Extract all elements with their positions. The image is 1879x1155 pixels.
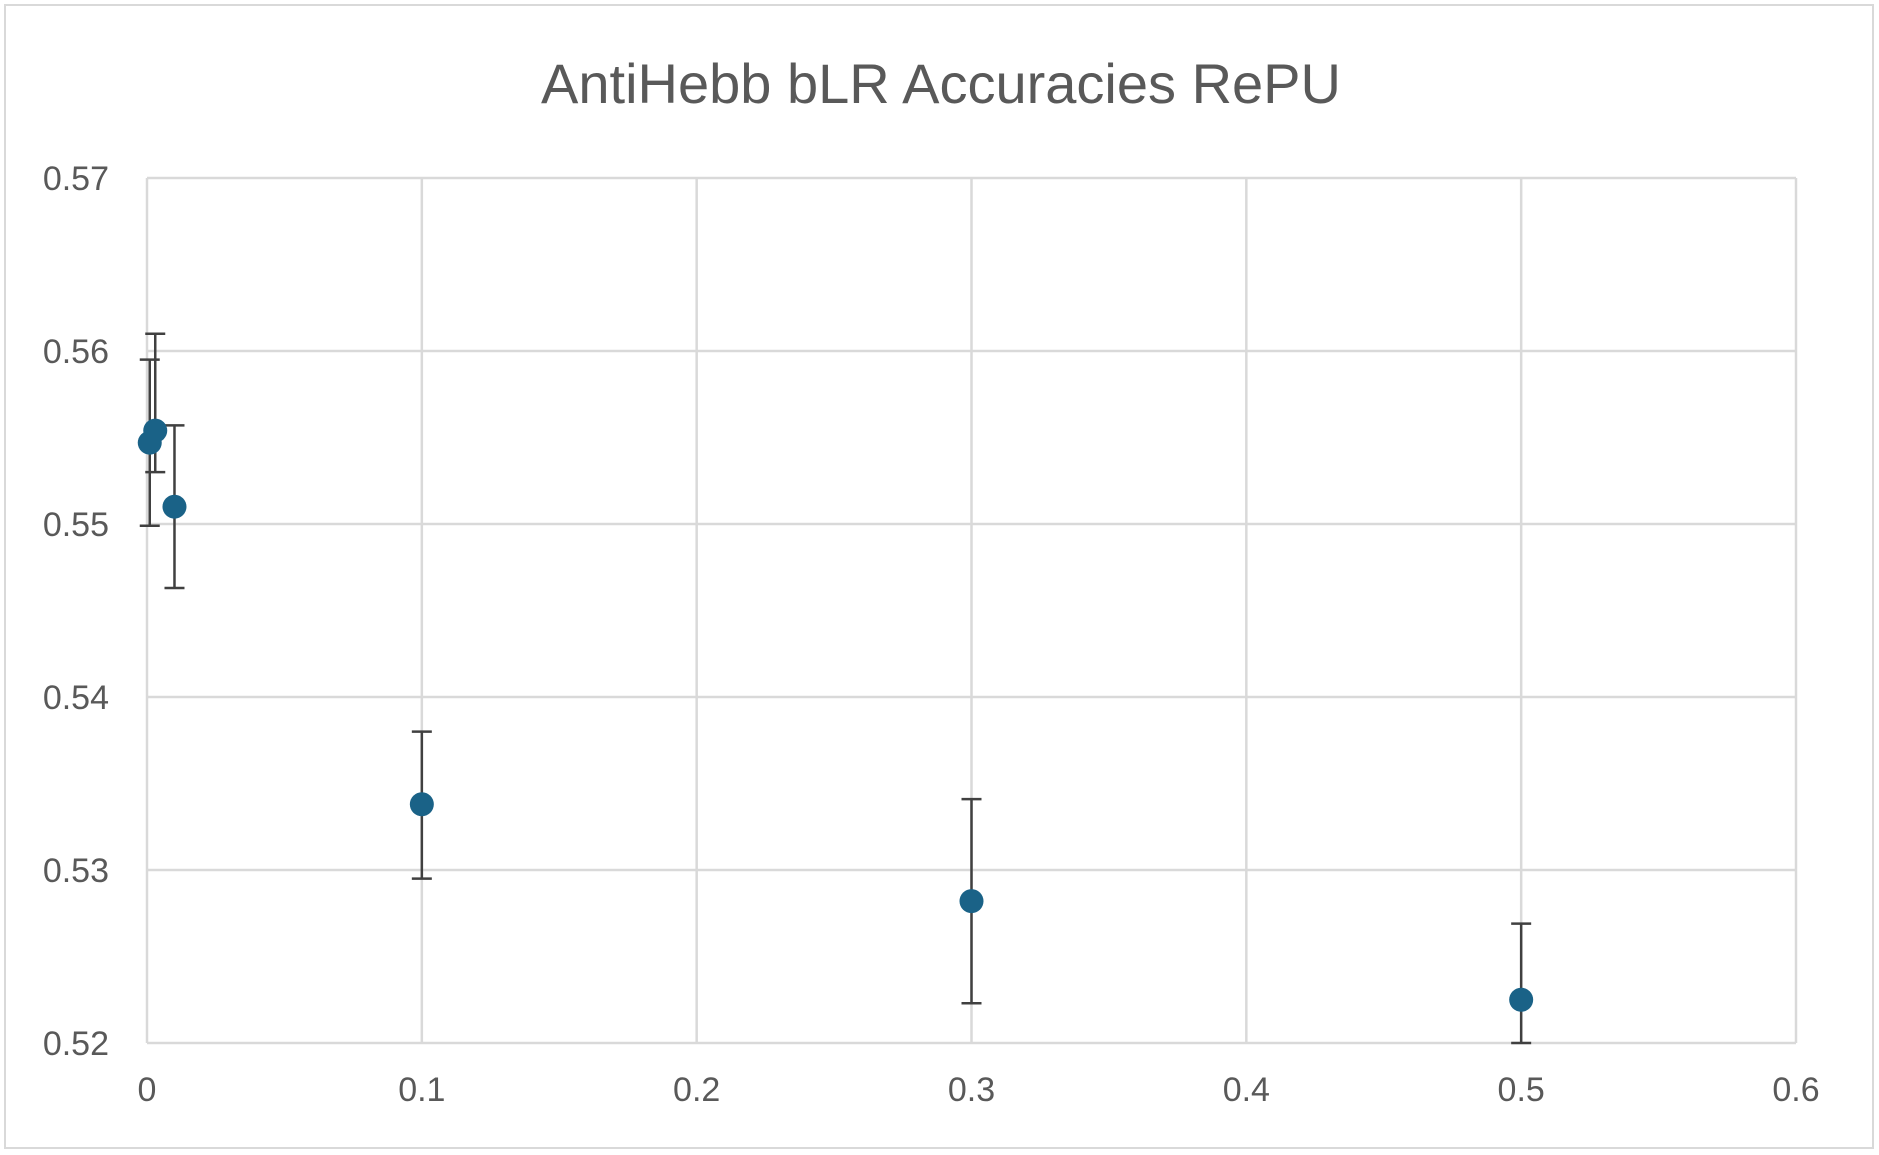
x-tick-label: 0 <box>138 1071 157 1109</box>
x-axis-tick-labels: 0 0.1 0.2 0.3 0.4 0.5 0.6 <box>138 1071 1820 1109</box>
x-tick-label: 0.4 <box>1223 1071 1270 1109</box>
x-tick-label: 0.3 <box>948 1071 995 1109</box>
scatter-chart: AntiHebb bLR Accuracies RePU 0.520.530.5… <box>43 52 1820 1109</box>
x-tick-label: 0.5 <box>1498 1071 1545 1109</box>
x-tick-label: 0.2 <box>673 1071 720 1109</box>
data-point <box>1509 987 1534 1012</box>
data-point <box>143 418 168 443</box>
data-points <box>137 418 1534 1012</box>
data-point <box>409 792 434 817</box>
y-tick-label: 0.57 <box>43 160 109 198</box>
chart-title: AntiHebb bLR Accuracies RePU <box>541 52 1341 115</box>
error-bars <box>139 332 1532 1045</box>
data-point <box>162 494 187 519</box>
y-tick-label: 0.56 <box>43 333 109 371</box>
y-tick-label: 0.54 <box>43 679 109 717</box>
chart-frame: AntiHebb bLR Accuracies RePU 0.52 0.53 0.5… <box>4 4 1874 1149</box>
x-tick-label: 0.6 <box>1772 1071 1819 1109</box>
y-tick-label: 0.55 <box>43 506 109 544</box>
y-axis-tick-labels: 0.52 0.53 0.54 0.55 0.56 0.57 <box>43 160 109 1063</box>
data-point <box>959 889 984 914</box>
x-tick-label: 0.1 <box>398 1071 445 1109</box>
y-tick-label: 0.53 <box>43 852 109 890</box>
y-tick-label: 0.52 <box>43 1025 109 1063</box>
